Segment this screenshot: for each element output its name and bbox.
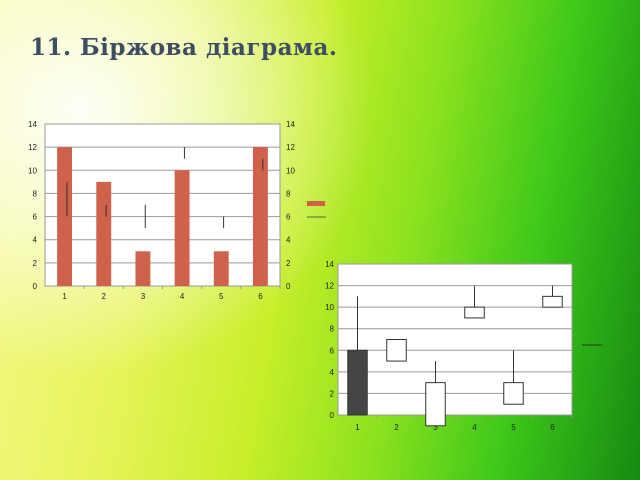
y-tick-label: 6: [330, 346, 335, 355]
x-tick-label: 5: [219, 292, 224, 301]
bar: [213, 251, 229, 286]
bar: [96, 181, 112, 286]
y-tick-label: 8: [330, 325, 335, 334]
y-tick-label: 8: [33, 189, 38, 198]
secondary-y-tick-label: 12: [286, 143, 295, 152]
x-tick-label: 6: [550, 423, 555, 432]
y-tick-label: 10: [325, 303, 334, 312]
secondary-y-tick-label: 6: [286, 213, 291, 222]
x-tick-label: 4: [472, 423, 477, 432]
y-tick-label: 0: [330, 411, 335, 420]
x-tick-label: 1: [355, 423, 360, 432]
y-tick-label: 4: [33, 236, 38, 245]
candle-body-up: [503, 382, 524, 405]
x-tick-label: 1: [62, 292, 67, 301]
candle-body-down: [347, 349, 368, 416]
plot-area: [337, 263, 573, 416]
bar: [252, 147, 268, 286]
candle-body-up: [386, 339, 407, 362]
bar: [57, 147, 73, 286]
x-tick-label: 5: [511, 423, 516, 432]
x-tick-label: 2: [394, 423, 399, 432]
y-tick-label: 6: [33, 213, 38, 222]
secondary-y-tick-label: 4: [286, 236, 291, 245]
bar: [135, 251, 151, 286]
y-tick-label: 2: [33, 259, 38, 268]
candle-body-up: [542, 295, 563, 308]
secondary-y-tick-label: 14: [286, 120, 295, 129]
bar: [174, 170, 190, 286]
y-tick-label: 12: [325, 282, 334, 291]
x-tick-label: 3: [433, 423, 438, 432]
candle-body-up: [425, 382, 446, 427]
slide-title: 11. Біржова діаграма.: [30, 34, 338, 61]
y-tick-label: 12: [28, 143, 37, 152]
secondary-y-tick-label: 0: [286, 282, 291, 291]
y-tick-label: 4: [330, 368, 335, 377]
x-tick-label: 2: [102, 292, 107, 301]
y-tick-label: 14: [325, 260, 334, 269]
y-tick-label: 10: [28, 166, 37, 175]
y-tick-label: 14: [28, 120, 37, 129]
candle-body-up: [464, 306, 485, 319]
secondary-y-tick-label: 10: [286, 166, 295, 175]
y-tick-label: 0: [33, 282, 38, 291]
secondary-y-tick-label: 8: [286, 189, 291, 198]
y-tick-label: 2: [330, 389, 335, 398]
x-tick-label: 4: [180, 292, 185, 301]
x-tick-label: 3: [141, 292, 146, 301]
plot-area: [44, 123, 281, 287]
secondary-y-tick-label: 2: [286, 259, 291, 268]
legend-swatch-bar: [307, 201, 325, 206]
x-tick-label: 6: [258, 292, 263, 301]
